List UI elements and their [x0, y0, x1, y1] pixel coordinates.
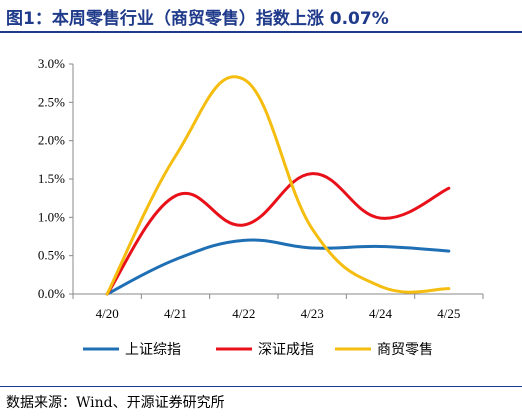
title-rule [0, 31, 522, 33]
y-tick-label: 1.5% [38, 171, 65, 186]
y-tick-label: 0.5% [38, 248, 65, 263]
legend-label-3: 商贸零售 [377, 342, 433, 358]
y-tick-label: 1.0% [38, 209, 65, 224]
x-tick-label: 4/22 [232, 306, 255, 321]
y-tick-label: 0.0% [38, 286, 65, 301]
x-tick-label: 4/25 [437, 306, 460, 321]
source-note: 数据来源：Wind、开源证券研究所 [6, 395, 225, 411]
series-line-1 [105, 238, 451, 296]
y-tick-label: 3.0% [38, 56, 65, 71]
y-tick-label: 2.0% [38, 133, 65, 148]
series-line-2 [105, 172, 451, 296]
x-tick-label: 4/24 [369, 306, 393, 321]
x-tick-label: 4/20 [96, 306, 119, 321]
legend-label-2: 深证成指 [258, 342, 314, 358]
chart-legend: 上证综指 深证成指 商贸零售 [83, 342, 433, 358]
legend-label-1: 上证综指 [125, 342, 181, 358]
chart-axes: 0.0% 0.5% 1.0% 1.5% 2.0% 2.5% 3.0% 4/20 4/21 4/22… [38, 56, 484, 321]
x-tick-label: 4/21 [164, 306, 187, 321]
series-line-3 [105, 75, 451, 296]
chart-series [105, 75, 451, 296]
chart-title: 图1：本周零售行业（商贸零售）指数上涨 0.07% [6, 9, 389, 29]
source-rule [0, 386, 522, 387]
x-tick-label: 4/23 [301, 306, 324, 321]
y-tick-label: 2.5% [38, 94, 65, 109]
